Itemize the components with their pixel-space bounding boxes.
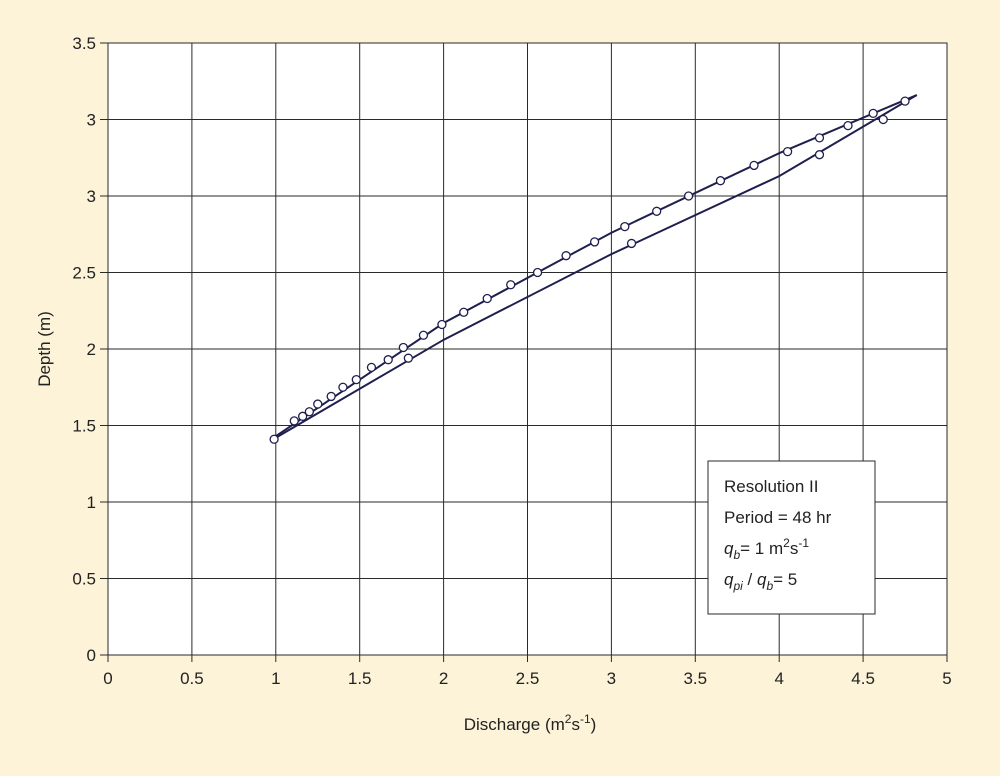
y-tick-label: 3.5: [72, 34, 96, 53]
data-point: [366, 362, 377, 373]
data-point: [626, 238, 637, 249]
x-tick-label: 5: [942, 669, 951, 688]
y-tick-label: 2.5: [72, 264, 96, 283]
data-point: [532, 267, 543, 278]
x-tick-label: 1.5: [348, 669, 372, 688]
data-point: [814, 150, 825, 160]
x-tick-label: 1: [271, 669, 280, 688]
text-part: -1: [798, 536, 809, 550]
data-point: [715, 176, 726, 186]
y-tick-label: 2: [87, 340, 96, 359]
text-part: Discharge (m: [464, 715, 565, 734]
marks: [269, 94, 918, 444]
annotation-line: qb= 1 m2s-1: [724, 536, 809, 562]
data-line: [275, 94, 918, 439]
data-point: [398, 342, 408, 353]
data-point: [418, 330, 429, 340]
text-part: s: [790, 539, 799, 558]
text-part: 2: [783, 536, 790, 550]
text-part: = 1 m: [740, 539, 783, 558]
annotation-line: Period = 48 hr: [724, 508, 832, 527]
data-point: [289, 416, 299, 426]
data-point: [437, 319, 447, 330]
annotation-box: [707, 460, 876, 615]
x-tick-label: 2: [439, 669, 448, 688]
data-point: [269, 434, 279, 444]
annotation-line: Resolution II: [724, 477, 819, 496]
data-point: [749, 160, 759, 171]
data-point: [878, 114, 888, 125]
x-axis-label: Discharge (m2s-1): [464, 712, 597, 734]
text-part: 2: [565, 712, 572, 726]
data-point: [383, 355, 393, 365]
data-point: [782, 146, 793, 157]
data-point: [326, 391, 336, 402]
text-part: b: [733, 548, 740, 562]
data-point: [683, 191, 694, 201]
text-part: = 5: [773, 570, 797, 589]
data-point: [868, 108, 878, 119]
text-part: pi: [732, 579, 743, 593]
data-point: [652, 206, 662, 216]
plot-border: [107, 42, 948, 656]
text-part: s: [571, 715, 580, 734]
data-point: [459, 307, 469, 317]
x-tick-label: 4: [774, 669, 783, 688]
annotation-line: qpi / qb= 5: [724, 570, 797, 593]
data-point: [338, 382, 348, 392]
data-point: [297, 411, 308, 421]
x-tick-label: 3: [607, 669, 616, 688]
text-part: ): [591, 715, 597, 734]
text-part: /: [743, 570, 757, 589]
y-tick-label: 0.5: [72, 570, 96, 589]
data-point: [304, 407, 315, 417]
text-part: Period = 48 hr: [724, 508, 832, 527]
data-point: [313, 399, 323, 409]
data-point: [900, 96, 910, 106]
text-part: b: [766, 579, 773, 593]
data-point: [843, 120, 853, 131]
text-part: q: [757, 570, 767, 589]
y-tick-label: 1.5: [72, 417, 96, 436]
x-tick-label: 2.5: [516, 669, 540, 688]
data-point: [814, 133, 825, 143]
data-point: [351, 374, 361, 385]
y-tick-label: 3: [87, 187, 96, 206]
x-tick-label: 4.5: [851, 669, 875, 688]
x-tick-label: 3.5: [683, 669, 707, 688]
data-point: [506, 280, 516, 290]
text-part: Resolution II: [724, 477, 819, 496]
text-part: q: [724, 539, 734, 558]
x-tick-label: 0: [103, 669, 112, 688]
y-tick-label: 3: [87, 111, 96, 130]
text-part: q: [724, 570, 734, 589]
data-point: [482, 293, 492, 304]
x-tick-label: 0.5: [180, 669, 204, 688]
data-point: [561, 251, 571, 261]
text-part: -1: [580, 712, 591, 726]
y-tick-label: 1: [87, 493, 96, 512]
data-point: [620, 221, 630, 232]
data-point: [589, 237, 600, 247]
y-tick-label: 0: [87, 646, 96, 665]
y-axis-label: Depth (m): [35, 311, 54, 387]
data-point: [403, 353, 414, 363]
